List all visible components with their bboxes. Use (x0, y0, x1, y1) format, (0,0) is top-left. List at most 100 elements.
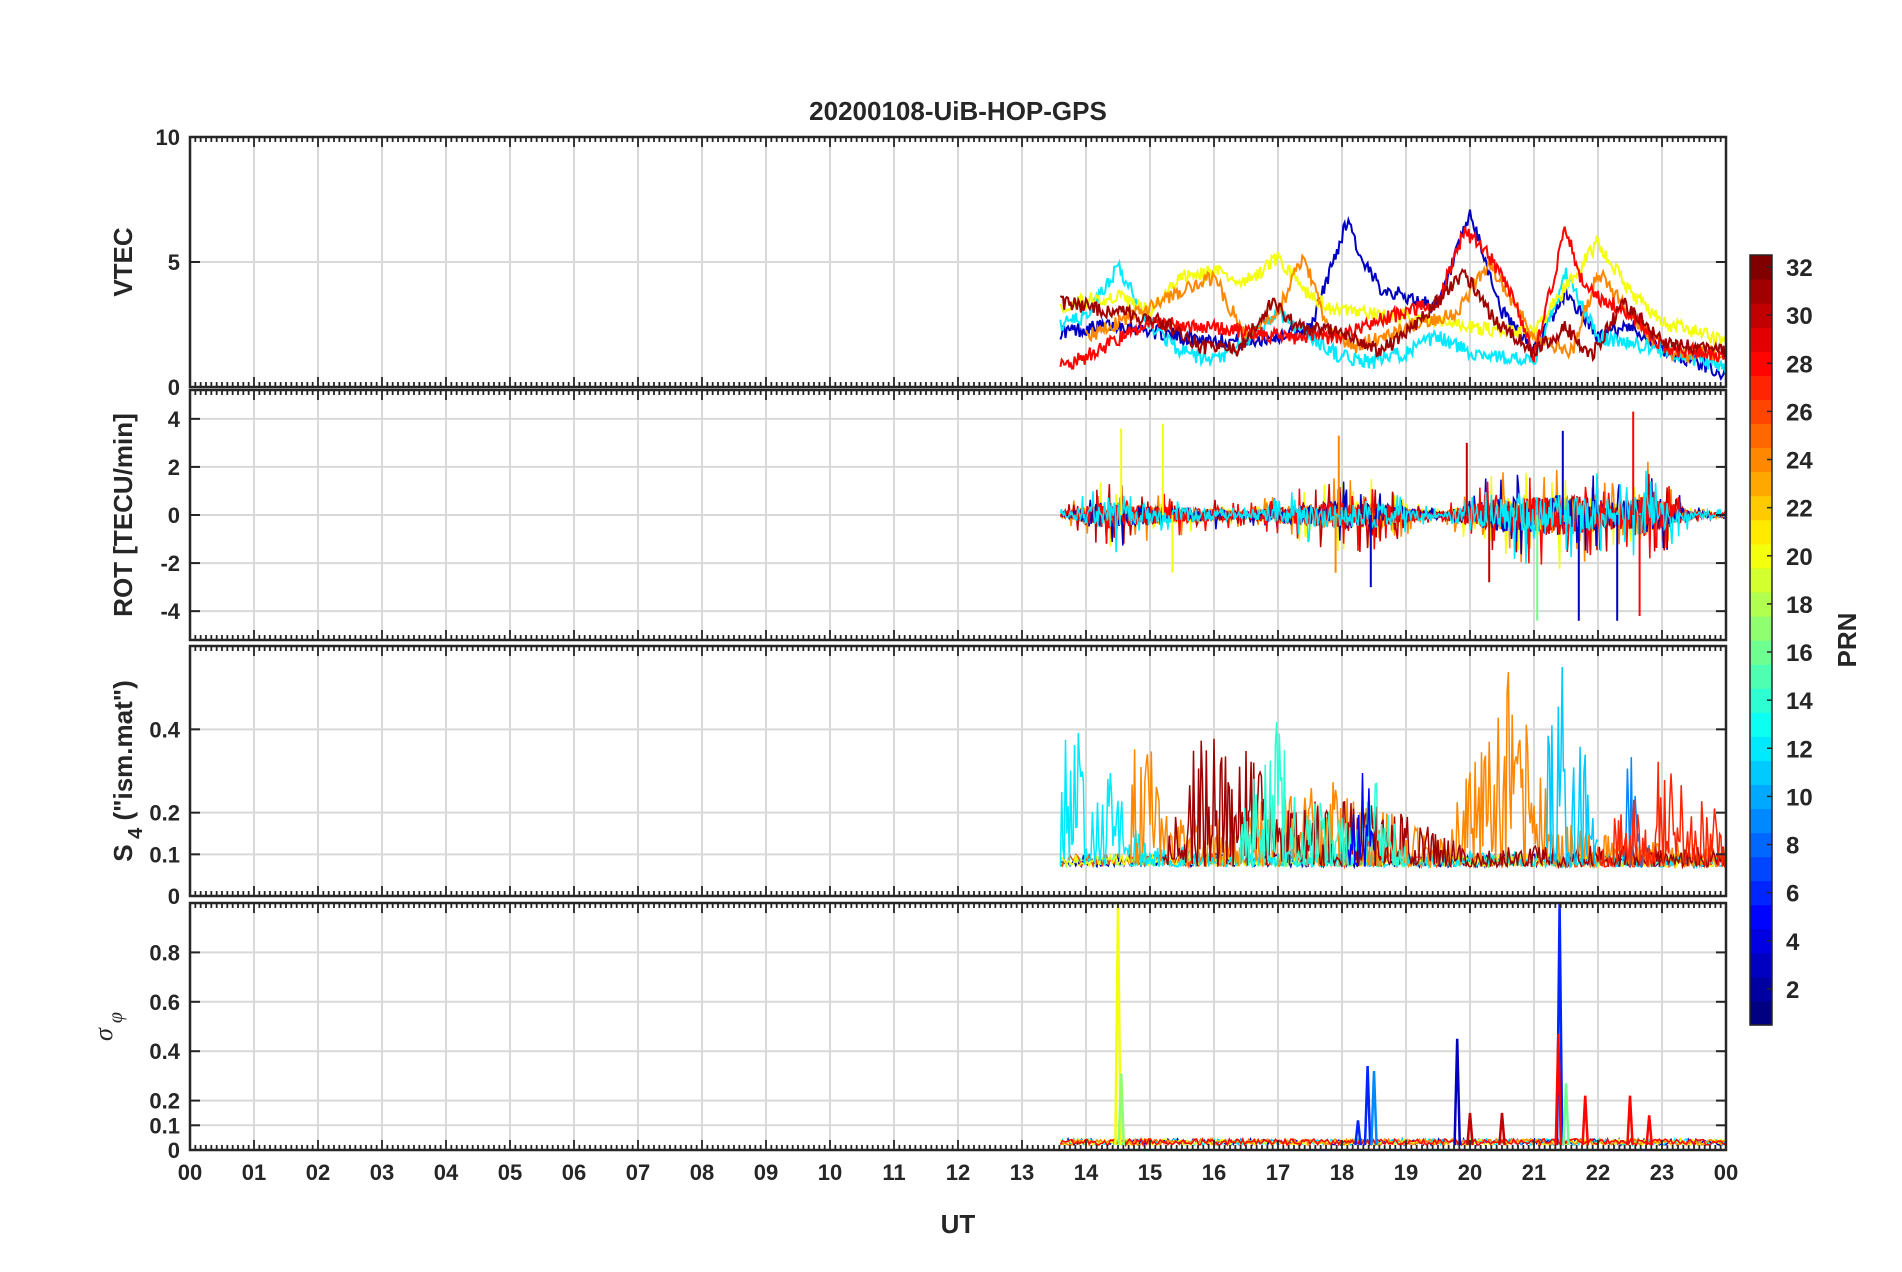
x-tick-label: 03 (370, 1160, 394, 1185)
sigma-spike (1117, 1073, 1126, 1146)
x-tick-label: 02 (306, 1160, 330, 1185)
colorbar-tick-label: 30 (1786, 303, 1813, 330)
y-tick-label: 0.1 (149, 1113, 180, 1138)
colorbar-segment (1750, 760, 1772, 785)
sigma-spike (1114, 903, 1122, 1146)
x-tick-label: 08 (690, 1160, 714, 1185)
colorbar-segment (1750, 664, 1772, 689)
colorbar-tick-label: 28 (1786, 351, 1813, 378)
y-tick-label: 0.6 (149, 990, 180, 1015)
colorbar-tick-label: 12 (1786, 736, 1813, 763)
colorbar-segment (1750, 712, 1772, 737)
x-tick-label: 12 (946, 1160, 970, 1185)
sigma-spike (1370, 1070, 1378, 1146)
colorbar-frame (1749, 254, 1773, 1026)
s4-panel: 0 0.1 0.2 0.4S 4 ("ism.mat") (108, 644, 1728, 909)
x-tick-label: 15 (1138, 1160, 1162, 1185)
chart-title: 20200108-UiB-HOP-GPS (809, 96, 1107, 126)
sigma-spike (1626, 1095, 1634, 1146)
colorbar-segment (1750, 255, 1772, 280)
x-tick-label: 04 (434, 1160, 459, 1185)
y-tick-label: 0.8 (149, 940, 180, 965)
colorbar-tick-label: 26 (1786, 399, 1813, 426)
vtec-line-prn-12 (1059, 258, 1726, 374)
colorbar-tick-label: 22 (1786, 496, 1813, 523)
data-series (1059, 209, 1726, 381)
colorbar-segment (1750, 375, 1772, 400)
data-series (1059, 411, 1726, 621)
colorbar-segment (1750, 519, 1772, 545)
sigma-spike (1554, 1033, 1563, 1146)
sigma-phi-panel: 00.10.2 0.4 0.6 0.8 σ φ (89, 901, 1728, 1163)
colorbar-tick-label: 10 (1786, 784, 1813, 811)
sigma-spike (1453, 1038, 1462, 1146)
vtec-line-prn-31 (1059, 267, 1726, 363)
y-tick-label: -2 (160, 551, 180, 576)
vtec-line-prn-24 (1085, 253, 1726, 366)
colorbar-tick-label: 32 (1786, 255, 1813, 282)
colorbar-segment (1750, 856, 1772, 882)
y-axis-label: ROT [TECU/min] (108, 413, 138, 617)
sigma-baseline-prn-28 (1059, 1136, 1726, 1148)
sigma-spike (1581, 1095, 1590, 1146)
x-tick-label: 18 (1330, 1160, 1354, 1185)
s4-line-prn-27 (1597, 761, 1726, 868)
sigma-spike (1498, 1112, 1506, 1146)
colorbar-segment (1750, 495, 1772, 521)
y-tick-label: 0.4 (149, 717, 180, 742)
y-tick-label: -4 (160, 599, 180, 624)
x-tick-label: 23 (1650, 1160, 1674, 1185)
y-axis-label: VTEC (108, 227, 138, 297)
x-tick-label: 14 (1074, 1160, 1099, 1185)
x-tick-label: 22 (1586, 1160, 1610, 1185)
colorbar-segment (1750, 399, 1772, 425)
x-tick-label: 13 (1010, 1160, 1034, 1185)
y-axis-label: σ φ (89, 1012, 127, 1041)
x-axis-label: UT (941, 1209, 976, 1239)
colorbar-segment (1750, 736, 1772, 761)
x-tick-label: 01 (242, 1160, 266, 1185)
colorbar-segment (1750, 567, 1772, 593)
x-tick-label: 11 (882, 1160, 905, 1185)
colorbar-tick-label: 4 (1786, 929, 1800, 956)
vtec-panel: 0 5 10 VTEC (108, 125, 1728, 400)
x-tick-label: 00 (1714, 1160, 1738, 1185)
sigma-spike (1466, 1112, 1474, 1146)
x-tick-label: 21 (1522, 1160, 1546, 1185)
x-tick-label: 10 (818, 1160, 842, 1185)
colorbar-tick-label: 18 (1786, 592, 1813, 619)
colorbar-tick-label: 2 (1786, 977, 1799, 1004)
colorbar-tick-label: 24 (1786, 448, 1813, 475)
y-tick-label: 4 (168, 407, 181, 432)
colorbar-segment (1750, 327, 1772, 352)
x-tick-label: 17 (1266, 1160, 1290, 1185)
x-axis: 00 01 02 03 04 05 06 07 08 09 10 11 12 13 14 15 16 17 18 19… (178, 1160, 1738, 1185)
s4-line-prn-31 (1162, 738, 1726, 870)
colorbar-tick-label: 20 (1786, 544, 1813, 571)
colorbar-segment (1750, 688, 1772, 713)
y-tick-label: 10 (156, 125, 180, 150)
sigma-baseline-prn-24 (1060, 1136, 1725, 1148)
colorbar-segment (1750, 784, 1772, 810)
colorbar-label: PRN (1832, 613, 1862, 668)
sigma-spike (1645, 1115, 1654, 1146)
y-tick-label: 0.2 (149, 801, 180, 826)
y-axis-label: S 4 ("ism.mat") (108, 680, 147, 862)
sigma-spike (1354, 1120, 1362, 1146)
colorbar-tick-label: 8 (1786, 833, 1799, 860)
sigma-spike (1562, 1083, 1570, 1146)
rot-panel: -4 -2 0 2 4 ROT [TECU/min] (108, 388, 1728, 642)
y-tick-label: 0 (168, 375, 180, 400)
colorbar-segment (1750, 615, 1772, 641)
y-tick-label: 0.2 (149, 1089, 180, 1114)
x-tick-label: 09 (754, 1160, 778, 1185)
s4-line-prn-5 (1347, 772, 1375, 868)
colorbar-segment (1750, 423, 1772, 449)
colorbar-segment (1750, 591, 1772, 617)
y-tick-label: 0 (168, 884, 180, 909)
s4-line-prn-11 (1546, 666, 1599, 868)
colorbar-tick-label: 16 (1786, 640, 1813, 667)
colorbar-segment (1750, 808, 1772, 834)
